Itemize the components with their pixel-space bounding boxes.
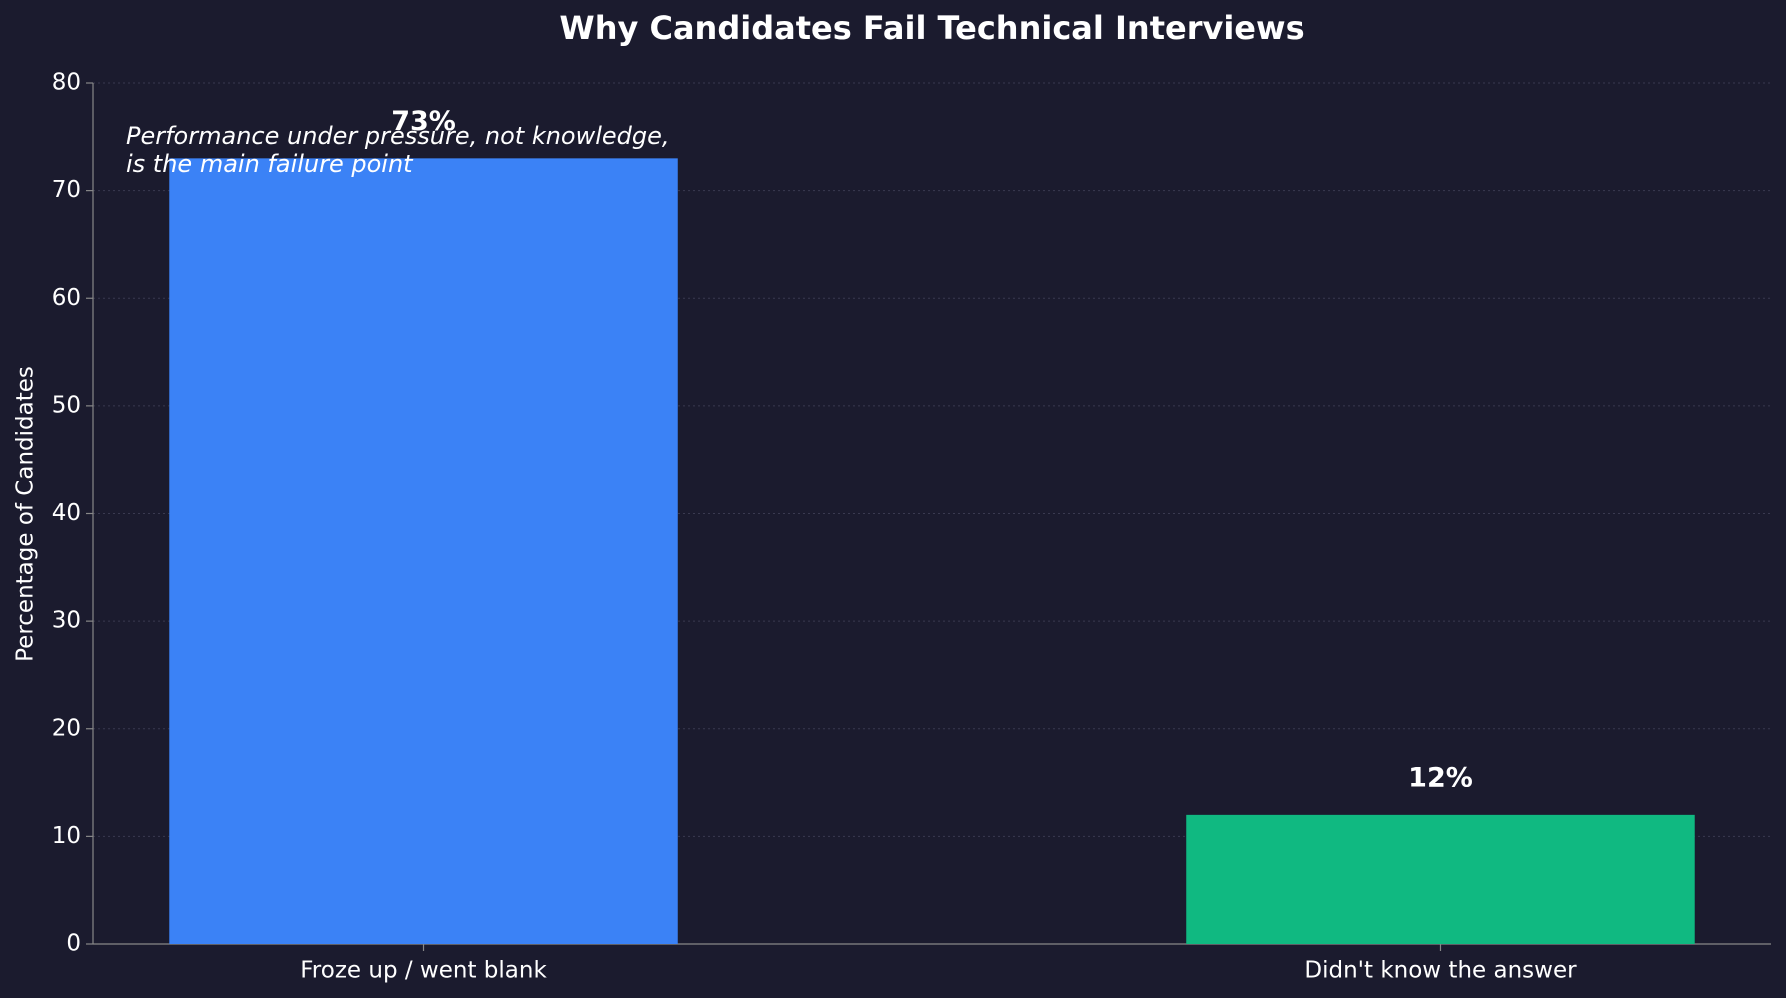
x-tick-label: Froze up / went blank: [300, 958, 547, 984]
x-tick-label: Didn't know the answer: [1304, 958, 1577, 984]
y-tick-label: 80: [52, 70, 81, 96]
bar: [1186, 814, 1695, 944]
annotation: is the main failure point: [126, 150, 414, 178]
bar: [169, 158, 678, 944]
y-tick-label: 50: [52, 392, 81, 418]
annotation: Performance under pressure, not knowledg…: [126, 122, 670, 150]
y-tick-label: 10: [52, 823, 81, 849]
y-tick-label: 30: [52, 608, 81, 634]
y-axis-label: Percentage of Candidates: [13, 366, 39, 662]
y-tick-label: 40: [52, 500, 81, 526]
value-label: 12%: [1408, 762, 1473, 793]
y-tick-label: 20: [52, 715, 81, 741]
value-label: 73%: [391, 106, 456, 137]
y-tick-label: 0: [66, 931, 81, 957]
chart-title: Why Candidates Fail Technical Interviews: [559, 9, 1304, 47]
y-tick-label: 60: [52, 285, 81, 311]
y-tick-label: 70: [52, 177, 81, 203]
